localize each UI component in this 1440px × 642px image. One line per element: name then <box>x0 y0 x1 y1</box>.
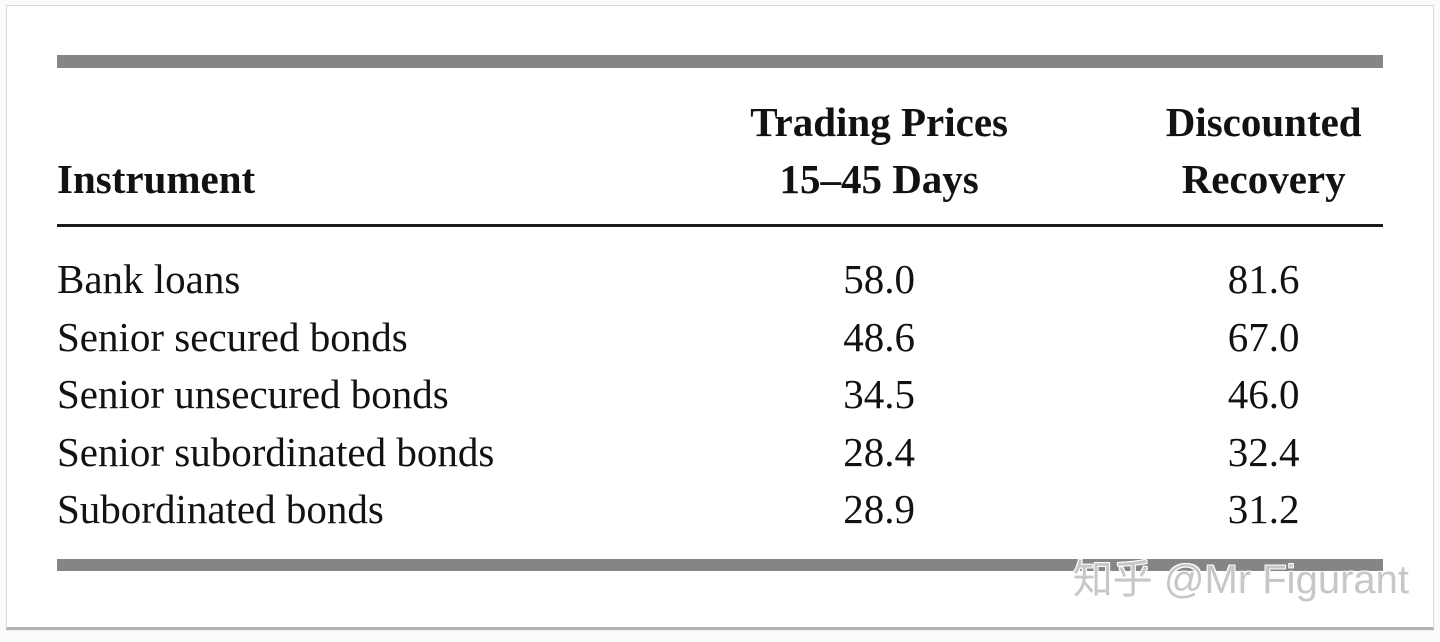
discounted-recovery-cell: 67.0 <box>1227 313 1300 360</box>
zhihu-watermark: 知乎 @Mr Figurant <box>1072 558 1409 602</box>
recovery-rates-table: Instrument Trading Prices 15–45 Days Dis… <box>57 68 1383 539</box>
column-header-instrument: Instrument <box>57 68 614 227</box>
header-instrument-label: Instrument <box>57 156 256 202</box>
table-card: Instrument Trading Prices 15–45 Days Dis… <box>6 5 1434 630</box>
column-header-trading-prices: Trading Prices 15–45 Days <box>613 68 1145 227</box>
table-row: Senior unsecured bonds 34.5 46.0 <box>57 366 1383 424</box>
header-trading-prices-line1: Trading Prices <box>750 99 1008 145</box>
column-header-discounted-recovery: Discounted Recovery <box>1144 68 1383 227</box>
instrument-cell: Subordinated bonds <box>57 486 384 532</box>
header-row: Instrument Trading Prices 15–45 Days Dis… <box>57 68 1383 227</box>
table-content: Instrument Trading Prices 15–45 Days Dis… <box>57 55 1383 571</box>
header-discounted-line2: Recovery <box>1181 156 1346 202</box>
discounted-recovery-cell: 32.4 <box>1227 428 1300 475</box>
trading-price-cell: 34.5 <box>843 371 915 417</box>
table-row: Senior subordinated bonds 28.4 32.4 <box>57 424 1383 482</box>
table-row: Bank loans 58.0 81.6 <box>57 226 1383 309</box>
trading-price-cell: 28.4 <box>843 428 915 475</box>
header-trading-prices-line2: 15–45 Days <box>779 156 979 202</box>
trading-price-cell: 28.9 <box>843 486 915 532</box>
header-discounted-line1: Discounted <box>1165 99 1362 145</box>
top-thick-rule <box>57 55 1383 68</box>
discounted-recovery-cell: 81.6 <box>1227 256 1300 302</box>
instrument-cell: Senior unsecured bonds <box>57 371 449 417</box>
table-row: Senior secured bonds 48.6 67.0 <box>57 309 1383 367</box>
bottom-thick-rule <box>57 558 1383 571</box>
instrument-cell: Senior subordinated bonds <box>57 428 495 475</box>
discounted-recovery-cell: 31.2 <box>1227 486 1300 532</box>
trading-price-cell: 48.6 <box>843 313 915 360</box>
instrument-cell: Senior secured bonds <box>57 313 408 360</box>
instrument-cell: Bank loans <box>57 256 241 302</box>
table-row: Subordinated bonds 28.9 31.2 <box>57 481 1383 539</box>
discounted-recovery-cell: 46.0 <box>1227 371 1300 417</box>
trading-price-cell: 58.0 <box>843 256 915 302</box>
